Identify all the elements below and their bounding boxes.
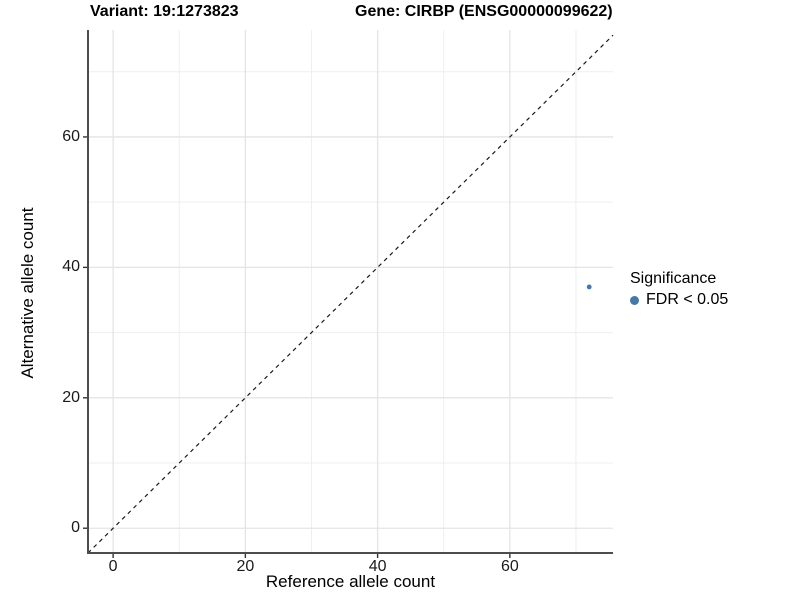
legend-point-icon [630, 295, 639, 305]
legend-item: FDR < 0.05 [630, 291, 728, 309]
legend-item-label: FDR < 0.05 [646, 291, 729, 308]
y-tick-label: 20 [62, 388, 80, 406]
legend-title: Significance [630, 270, 717, 287]
plot-title-gene: Gene: CIRBP (ENSG00000099622) [355, 3, 613, 20]
x-axis-title: Reference allele count [265, 572, 436, 591]
y-tick-label: 60 [62, 127, 80, 145]
y-tick-label: 40 [62, 258, 80, 276]
data-point [586, 284, 592, 290]
identity-reference-line [87, 34, 614, 554]
legend: Significance FDR < 0.05 [630, 269, 728, 309]
x-tick-label: 60 [500, 558, 519, 575]
y-axis-title: Alternative allele count [18, 207, 37, 379]
plot-title-variant: Variant: 19:1273823 [90, 3, 239, 20]
y-tick-label: 0 [71, 519, 80, 537]
x-tick-label: 40 [368, 558, 387, 575]
x-tick-label: 20 [236, 558, 255, 575]
x-tick-label: 0 [108, 558, 118, 575]
